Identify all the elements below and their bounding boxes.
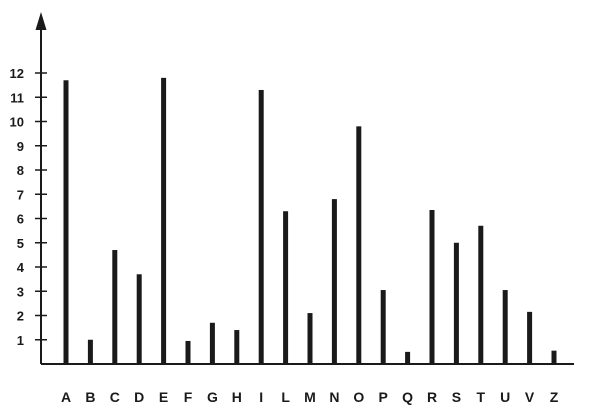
- y-tick-label: 6: [17, 212, 24, 227]
- bar-v: [527, 311, 533, 364]
- bar-n: [331, 199, 337, 364]
- bar-i: [258, 89, 264, 364]
- y-tick-label: 4: [17, 260, 25, 275]
- x-label-o: O: [353, 389, 364, 405]
- bar-h: [234, 330, 240, 364]
- y-tick-label: 9: [17, 139, 24, 154]
- bar-d: [136, 274, 142, 364]
- x-label-u: U: [500, 389, 510, 405]
- bar-a: [63, 80, 69, 365]
- x-label-d: D: [134, 389, 144, 405]
- y-tick-label: 5: [17, 236, 24, 251]
- x-label-r: R: [427, 389, 437, 405]
- bar-m: [307, 313, 313, 364]
- bar-p: [380, 290, 386, 364]
- bar-l: [283, 211, 289, 364]
- x-label-z: Z: [550, 389, 559, 405]
- x-label-n: N: [329, 389, 339, 405]
- x-label-b: B: [85, 389, 95, 405]
- x-label-i: I: [259, 389, 263, 405]
- bar-t: [478, 225, 484, 364]
- bar-b: [87, 339, 93, 364]
- y-tick-label: 8: [17, 163, 24, 178]
- bar-s: [453, 242, 459, 364]
- bar-c: [112, 250, 118, 364]
- bar-f: [185, 340, 191, 364]
- bar-q: [405, 351, 411, 364]
- x-label-g: G: [207, 389, 218, 405]
- y-tick-label: 3: [17, 284, 24, 299]
- x-label-a: A: [61, 389, 71, 405]
- bar-g: [209, 322, 215, 364]
- x-label-f: F: [184, 389, 193, 405]
- x-label-e: E: [159, 389, 168, 405]
- y-tick-label: 10: [10, 115, 24, 130]
- x-label-s: S: [452, 389, 461, 405]
- x-label-m: M: [304, 389, 316, 405]
- x-label-l: L: [281, 389, 290, 405]
- y-tick-label: 7: [17, 187, 24, 202]
- x-label-q: Q: [402, 389, 413, 405]
- bars: [63, 77, 557, 365]
- bar-u: [502, 290, 508, 364]
- bar-r: [429, 210, 435, 364]
- y-tick-label: 1: [17, 333, 24, 348]
- x-label-c: C: [110, 389, 120, 405]
- x-label-h: H: [232, 389, 242, 405]
- y-tick-label: 12: [10, 66, 24, 81]
- bar-z: [551, 350, 557, 364]
- y-tick-label: 2: [17, 309, 24, 324]
- x-label-t: T: [477, 389, 486, 405]
- y-axis-arrow: [35, 12, 47, 30]
- x-label-v: V: [525, 389, 535, 405]
- x-label-p: P: [379, 389, 388, 405]
- y-tick-label: 11: [10, 90, 24, 105]
- bar-e: [161, 77, 167, 364]
- bar-o: [356, 126, 362, 364]
